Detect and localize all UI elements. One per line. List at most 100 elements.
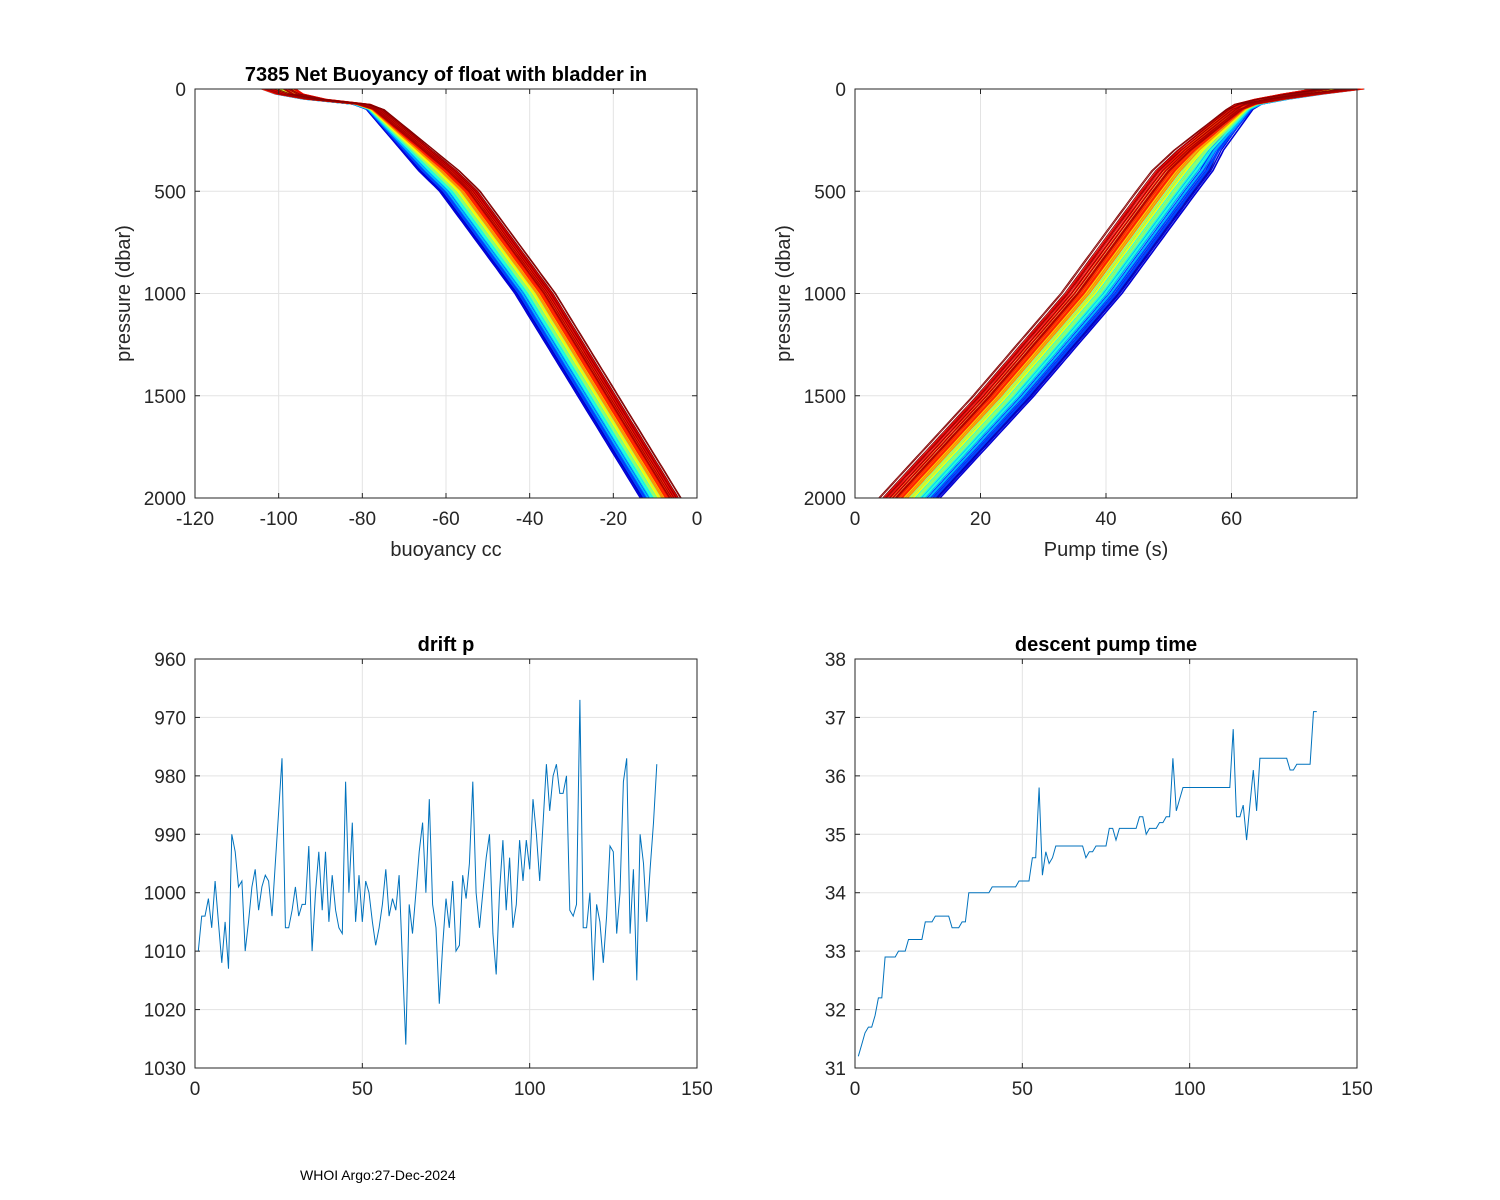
profile-line: [884, 88, 1350, 499]
profile-line: [888, 88, 1353, 499]
descent-pump-time-plot: 0 50 100 150 31 32 33 34 35 36 37 38 descent pump ti…: [825, 634, 1373, 1100]
pump-time-profile-plot: 0 20 40 60 0 500 1000 1500 2000 Pump time (s) pres…: [773, 80, 1365, 561]
profile-line: [879, 88, 1343, 499]
profile-line: [285, 88, 665, 499]
profile-line: [286, 88, 667, 499]
x-tick-label: 0: [692, 509, 703, 530]
profile-line: [906, 88, 1330, 499]
profile-line: [285, 88, 648, 499]
x-axis-label: buoyancy cc: [390, 539, 501, 561]
profile-lines: [260, 88, 682, 499]
x-tick-label: 150: [1341, 1079, 1373, 1100]
profile-line: [262, 88, 663, 499]
profile-line: [287, 88, 677, 499]
x-tick-label: 0: [190, 1079, 201, 1100]
profile-line: [267, 88, 642, 499]
profile-line: [921, 88, 1358, 499]
profile-line: [927, 88, 1327, 499]
axes-frame: [854, 658, 1358, 1069]
profile-line: [293, 88, 678, 499]
y-tick-label: 31: [825, 1059, 846, 1080]
profile-line: [882, 88, 1323, 499]
plot-area: [195, 659, 697, 1068]
y-tick-label: 960: [154, 650, 186, 671]
y-tick-label: 1000: [144, 285, 186, 306]
profile-line: [273, 88, 679, 499]
y-tick-label: 1500: [144, 387, 186, 408]
profile-line: [923, 88, 1333, 499]
y-axis-label: pressure (dbar): [773, 225, 795, 362]
profile-line: [904, 88, 1361, 499]
y-tick-label: 1010: [144, 942, 186, 963]
profile-line: [260, 88, 666, 499]
profile-line: [272, 88, 657, 499]
x-tick-label: 100: [514, 1079, 546, 1100]
y-tick-label: 500: [814, 182, 846, 203]
profile-line: [939, 88, 1337, 499]
profile-line: [936, 88, 1354, 499]
plot-area: [855, 659, 1357, 1068]
x-tick-label: -40: [516, 509, 543, 530]
y-tick-label: 33: [825, 942, 846, 963]
profile-line: [268, 88, 661, 499]
series-line: [857, 711, 1317, 1057]
profile-line: [282, 88, 653, 499]
profile-line: [263, 88, 647, 499]
y-tick-label: 970: [154, 708, 186, 729]
x-tick-label: 50: [1012, 1079, 1033, 1100]
profile-line: [276, 88, 682, 499]
profile-line: [891, 88, 1319, 499]
y-tick-label: 0: [835, 80, 846, 101]
x-tick-label: 100: [1174, 1079, 1206, 1100]
x-tick-label: -20: [600, 509, 627, 530]
series-line: [197, 699, 658, 1045]
x-tick-label: 50: [352, 1079, 373, 1100]
profile-line: [261, 88, 649, 499]
profile-line: [937, 88, 1350, 499]
profile-line: [262, 88, 645, 499]
profile-line: [278, 88, 659, 499]
profile-line: [915, 88, 1337, 499]
profile-line: [901, 88, 1328, 499]
x-tick-label: 20: [970, 509, 991, 530]
x-tick-label: -120: [176, 509, 214, 530]
profile-line: [282, 88, 670, 499]
chart-title: drift p: [418, 634, 475, 656]
y-tick-label: 0: [175, 80, 186, 101]
profile-line: [268, 88, 675, 499]
profile-lines: [878, 88, 1365, 499]
profile-line: [910, 88, 1336, 499]
x-tick-label: 60: [1221, 509, 1242, 530]
x-tick-label: 0: [850, 509, 861, 530]
profile-line: [878, 88, 1321, 499]
profile-line: [275, 88, 656, 499]
y-tick-label: 990: [154, 825, 186, 846]
profile-line: [920, 88, 1357, 499]
profile-line: [889, 88, 1328, 499]
y-tick-label: 34: [825, 884, 847, 905]
profile-line: [929, 88, 1365, 499]
profile-line: [933, 88, 1363, 499]
profile-line: [931, 88, 1327, 499]
profile-line: [892, 88, 1357, 499]
y-tick-label: 1000: [144, 884, 186, 905]
profile-line: [900, 88, 1325, 499]
profile-line: [932, 88, 1328, 499]
profile-line: [290, 88, 681, 499]
profile-line: [934, 88, 1330, 499]
y-tick-label: 37: [825, 708, 846, 729]
y-tick-label: 36: [825, 767, 846, 788]
profile-line: [896, 88, 1361, 499]
profile-line: [293, 88, 675, 499]
profile-line: [281, 88, 643, 499]
profile-line: [264, 88, 652, 499]
y-tick-label: 1020: [144, 1001, 186, 1022]
x-tick-label: 150: [681, 1079, 713, 1100]
y-tick-label: 35: [825, 825, 846, 846]
y-axis-label: pressure (dbar): [113, 225, 135, 362]
profile-line: [262, 88, 669, 499]
profile-line: [925, 88, 1362, 499]
y-tick-label: 1030: [144, 1059, 186, 1080]
profile-line: [900, 88, 1365, 499]
